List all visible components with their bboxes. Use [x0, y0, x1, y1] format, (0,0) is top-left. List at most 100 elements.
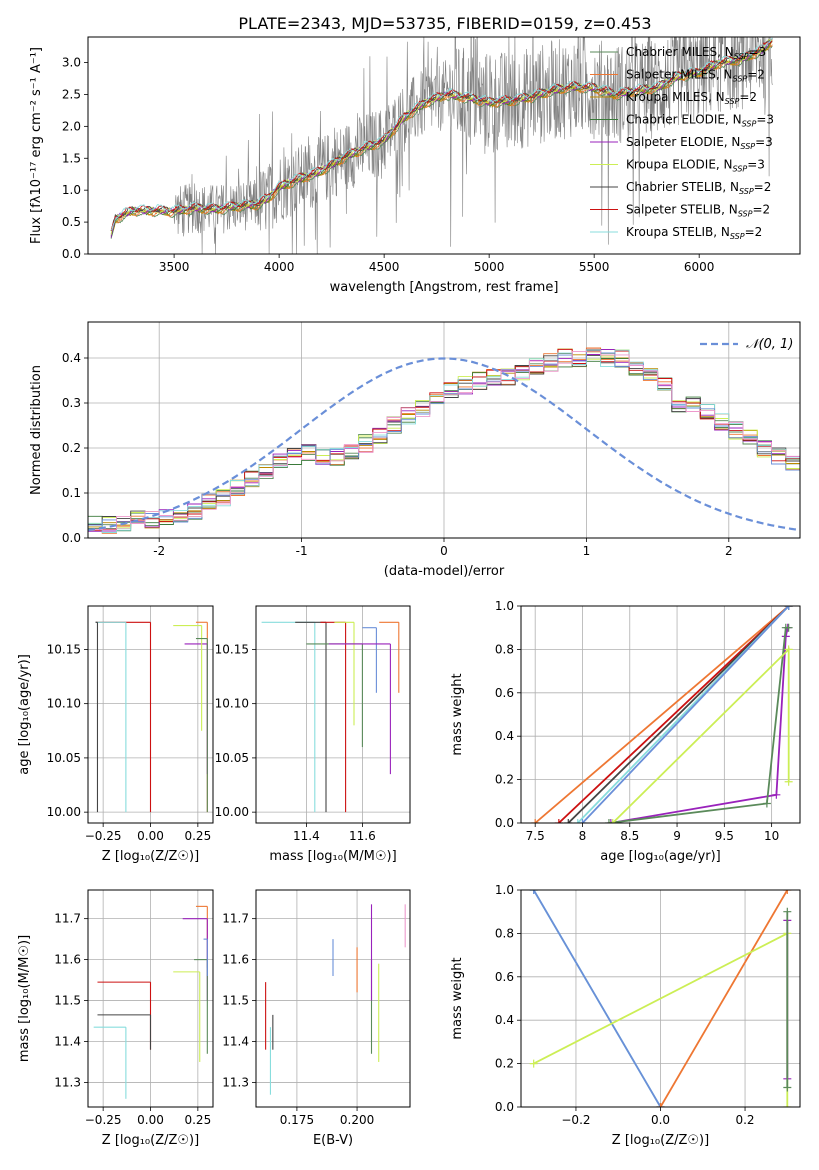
weight-marker-3-2: [783, 1103, 792, 1107]
y-tick-label: 0.2: [62, 441, 81, 455]
y-tick-label: 10.15: [47, 642, 81, 656]
legend-entry: Salpeter STELIB, NSSP=2: [626, 203, 770, 219]
y-tick-label: 0.0: [495, 816, 514, 830]
y-tick-label: 0.4: [62, 351, 81, 365]
model-line-8: [110, 37, 773, 231]
x-axis-label: age [log₁₀(age/yr)]: [600, 849, 721, 864]
y-tick-label: 3.0: [62, 56, 81, 70]
y-tick-label: 10.10: [215, 697, 249, 711]
histogram-step-10: [88, 350, 800, 530]
x-tick-label: 4000: [264, 260, 295, 274]
y-tick-label: 11.7: [222, 912, 249, 926]
model-line-7: [110, 40, 773, 231]
y-tick-label: 10.05: [47, 751, 81, 765]
weight-marker-2-1: [783, 890, 792, 894]
weight-marker-7-2: [784, 777, 793, 786]
y-tick-label: 11.5: [222, 994, 249, 1008]
y-tick-label: 0.6: [495, 686, 514, 700]
axes-frame: [87, 889, 214, 1108]
x-tick-label: 0.200: [340, 1113, 374, 1127]
x-tick-label: 6000: [684, 260, 715, 274]
histogram-step-3: [88, 358, 800, 529]
panel-spectrum: 3500 4000 4500 5000 5500 6000 0.0 0.5 1.0 1.5 2.0 2…: [29, 36, 801, 295]
weight-line-4: [581, 606, 790, 823]
weight-line-2: [567, 606, 790, 823]
model-line-3: [110, 38, 773, 239]
y-tick-label: 11.4: [54, 1034, 81, 1048]
weight-marker-6-1: [762, 799, 771, 808]
y-tick-label: 11.4: [222, 1034, 249, 1048]
x-axis-label: (data-model)/error: [384, 564, 505, 579]
mass-vs-ebv-plot-area: [265, 904, 406, 1095]
weight-vs-Z-plot-area: [529, 890, 792, 1107]
x-tick-label: -1: [296, 544, 308, 558]
x-tick-label: 0.25: [184, 1113, 211, 1127]
x-tick-label: −0.25: [85, 829, 122, 843]
y-tick-label: 10.15: [215, 642, 249, 656]
y-tick-label: 11.6: [222, 953, 249, 967]
weight-marker-4-0: [578, 819, 587, 823]
y-tick-label: 0.2: [495, 1057, 514, 1071]
weight-marker-6-3: [784, 623, 793, 632]
weight-line-2: [659, 890, 789, 1107]
x-tick-label: 0.2: [735, 1113, 754, 1127]
weight-marker-4-1: [784, 606, 793, 610]
legend-entry: Kroupa ELODIE, NSSP=3: [626, 158, 765, 174]
y-tick-label: 11.5: [54, 994, 81, 1008]
weight-marker-5-0: [783, 907, 792, 916]
x-tick-label: 0.175: [280, 1113, 314, 1127]
panel-weight-vs-age: 7.5 8 8.5 9 9.5 10 0.0 0.2 0.4 0.6 0.8 1.0 age [log₁…: [450, 599, 801, 864]
y-tick-label: 10.00: [47, 805, 81, 819]
x-tick-label: 11.4: [293, 829, 320, 843]
y-tick-label: 0.2: [495, 773, 514, 787]
x-tick-label: 7.5: [526, 829, 545, 843]
y-tick-label: 0.1: [62, 486, 81, 500]
x-tick-label: 11.6: [349, 829, 376, 843]
observed-spectrum-line: [110, 37, 773, 254]
x-tick-label: 4500: [369, 260, 400, 274]
weight-marker-2-0: [656, 1103, 665, 1107]
legend-entry: Kroupa MILES, NSSP=2: [626, 90, 757, 106]
y-axis-label: mass weight: [450, 673, 465, 755]
weight-marker-5-0: [606, 819, 615, 823]
x-tick-label: −0.25: [85, 1113, 122, 1127]
y-tick-label: 10.10: [47, 697, 81, 711]
plots-layer: 3500 4000 4500 5000 5500 6000 0.0 0.5 1.0 1.5 2.0 2…: [17, 36, 801, 1148]
x-tick-label: 8.5: [620, 829, 639, 843]
weight-marker-0-0: [531, 819, 540, 823]
axes-frame: [255, 889, 411, 1108]
weight-marker-6-0: [604, 819, 613, 823]
weight-line-5: [610, 627, 789, 823]
histogram-step-8: [88, 349, 800, 533]
y-tick-label: 1.0: [495, 883, 514, 897]
weight-line-0: [534, 606, 790, 823]
y-tick-label: 0.0: [62, 247, 81, 261]
weight-line-1: [532, 890, 662, 1107]
x-tick-label: 9.5: [715, 829, 734, 843]
x-tick-label: 1: [583, 544, 591, 558]
legend-entry: Salpeter MILES, NSSP=2: [626, 68, 765, 84]
y-axis-label: age [log₁₀(age/yr)]: [17, 654, 32, 775]
panel-mass-vs-ebv: 0.175 0.200 11.3 11.4 11.5 11.6 11.7 E(B-V): [222, 889, 411, 1148]
weight-line-1: [558, 606, 790, 823]
y-tick-label: 11.7: [54, 912, 81, 926]
x-tick-label: 2: [725, 544, 733, 558]
x-tick-label: −0.2: [561, 1113, 590, 1127]
x-axis-label: mass [log₁₀(M/M☉)]: [269, 849, 396, 864]
weight-marker-7-1: [784, 645, 793, 654]
x-tick-label: 5500: [579, 260, 610, 274]
x-tick-label: 0.00: [137, 829, 164, 843]
x-tick-label: 5000: [474, 260, 505, 274]
x-tick-label: 0.25: [184, 829, 211, 843]
panel-weight-vs-Z: −0.2 0.0 0.2 0.0 0.2 0.4 0.6 0.8 1.0 Z [log₁₀(Z/Z…: [450, 883, 801, 1148]
axes-frame: [255, 605, 411, 824]
axes-frame: [87, 321, 801, 539]
axes-frame: [520, 605, 801, 824]
histogram-step-5: [88, 349, 800, 529]
x-tick-label: 3500: [159, 260, 190, 274]
y-tick-label: 2.0: [62, 119, 81, 133]
spectrum-legend: Chabrier MILES, NSSP=3 Salpeter MILES, NS…: [590, 45, 774, 241]
age-vs-Z-plot-area: [95, 621, 208, 813]
weight-vs-age-plot-area: [531, 606, 793, 823]
y-tick-label: 0.4: [495, 729, 514, 743]
